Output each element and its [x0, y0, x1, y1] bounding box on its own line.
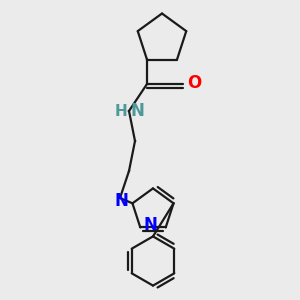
- Text: N: N: [130, 102, 144, 120]
- Text: H: H: [115, 103, 128, 118]
- Text: N: N: [115, 192, 129, 210]
- Text: O: O: [188, 74, 202, 92]
- Text: N: N: [144, 216, 158, 234]
